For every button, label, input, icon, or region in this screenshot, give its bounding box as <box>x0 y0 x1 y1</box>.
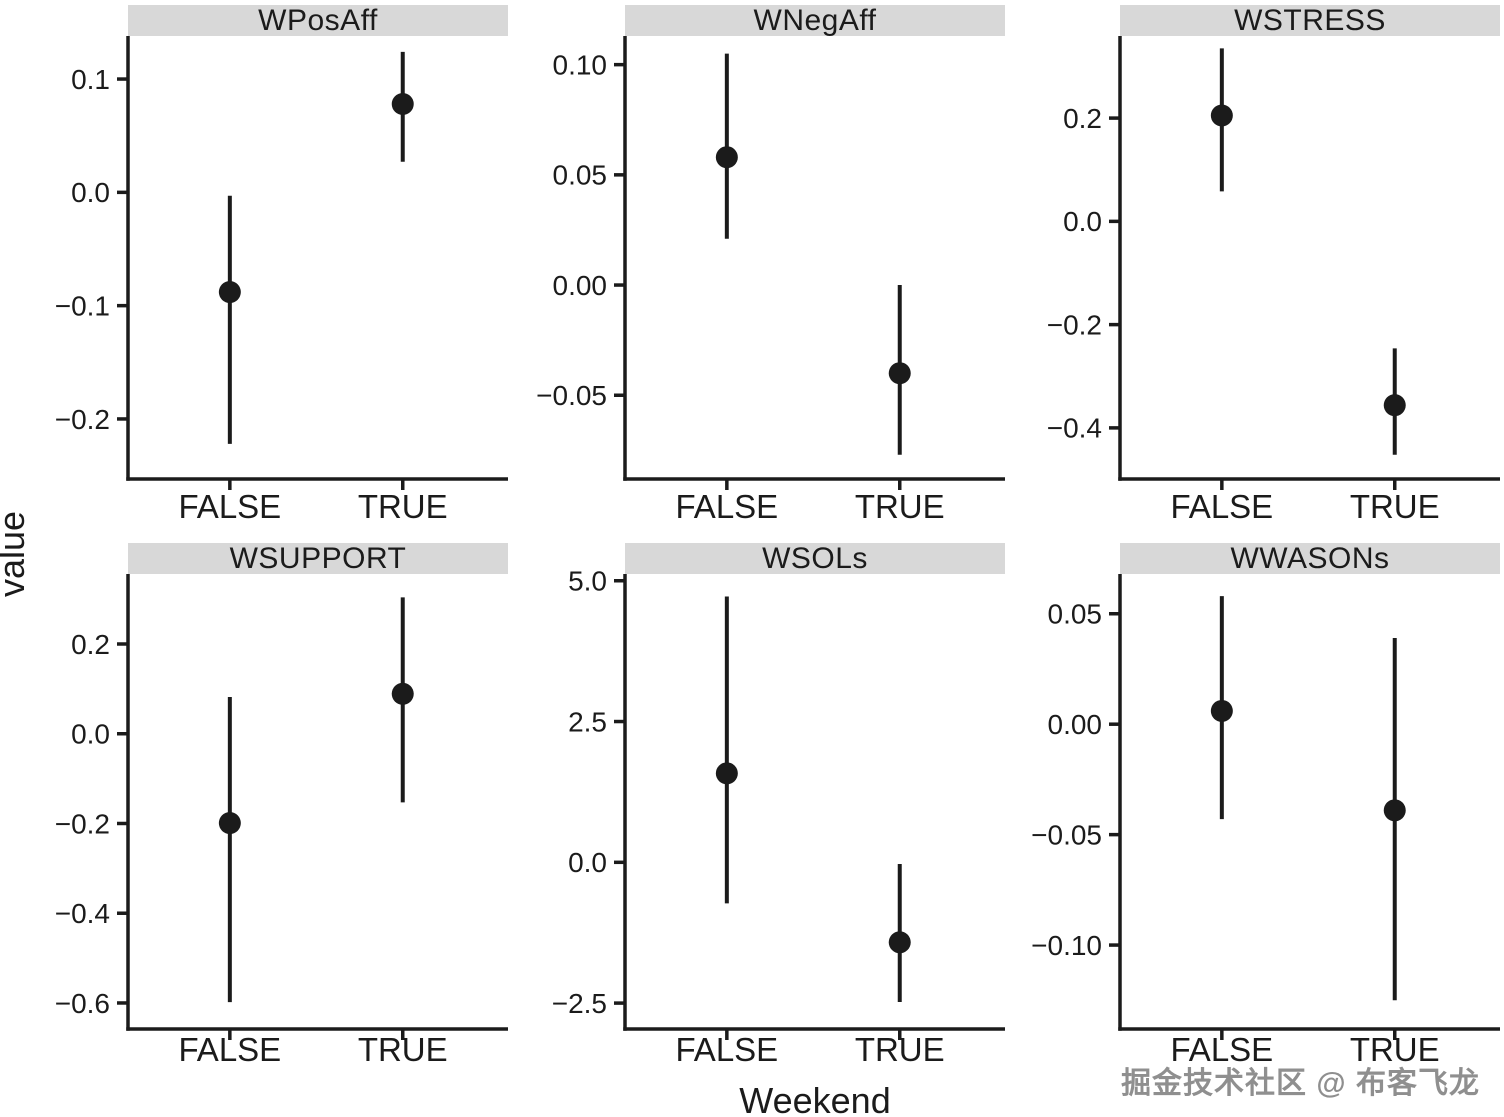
x-tick-label: TRUE <box>855 488 945 525</box>
y-tick-label: 0.0 <box>1063 206 1102 237</box>
facet-strip-WNegAff: WNegAff <box>625 5 1005 36</box>
y-tick-label: 0.00 <box>553 270 608 301</box>
x-tick-label: FALSE <box>178 1031 281 1068</box>
point-estimate <box>888 362 911 385</box>
facet-panel-WNegAff: 0.10 0.05 0.00 −0.05 FALSE TRUE <box>536 36 1005 525</box>
x-tick-label: FALSE <box>1170 488 1273 525</box>
y-tick-label: −0.2 <box>55 808 110 839</box>
x-tick-label: FALSE <box>1170 1031 1273 1068</box>
y-tick-label: −0.2 <box>55 404 110 435</box>
point-estimate <box>1383 799 1406 822</box>
x-tick-label: TRUE <box>855 1031 945 1068</box>
facet-panel-WPosAff: 0.1 0.0 −0.1 −0.2 FALSE TRUE <box>55 36 508 525</box>
x-tick-label: FALSE <box>675 488 778 525</box>
y-tick-label: 2.5 <box>568 706 607 737</box>
point-estimate <box>1210 104 1233 127</box>
facet-title: WNegAff <box>753 3 877 37</box>
facet-panel-WWASONs: 0.05 0.00 −0.05 −0.10 FALSE TRUE <box>1031 574 1500 1068</box>
y-tick-label: 0.2 <box>1063 103 1102 134</box>
facet-strip-WWASONs: WWASONs <box>1120 543 1500 574</box>
facet-title: WSOLs <box>762 541 868 575</box>
facet-title: WWASONs <box>1230 541 1390 575</box>
y-tick-label: −2.5 <box>552 988 607 1019</box>
point-estimate <box>715 762 738 785</box>
x-tick-label: TRUE <box>358 488 448 525</box>
facet-panel-WSOLs: 5.0 2.5 0.0 −2.5 FALSE TRUE <box>552 566 1005 1068</box>
y-tick-label: 0.0 <box>71 719 110 750</box>
x-tick-label: TRUE <box>358 1031 448 1068</box>
y-tick-label: 5.0 <box>568 566 607 597</box>
y-tick-label: −0.05 <box>536 380 607 411</box>
y-tick-label: 0.1 <box>71 64 110 95</box>
facet-strip-WSTRESS: WSTRESS <box>1120 5 1500 36</box>
point-estimate <box>1210 699 1233 722</box>
y-tick-label: −0.4 <box>55 898 110 929</box>
y-tick-label: 0.05 <box>1048 599 1103 630</box>
y-tick-label: −0.05 <box>1031 819 1102 850</box>
facet-title: WSUPPORT <box>229 541 407 575</box>
point-estimate <box>888 931 911 954</box>
y-tick-label: 0.05 <box>553 160 608 191</box>
y-tick-label: −0.1 <box>55 290 110 321</box>
y-tick-label: −0.2 <box>1047 309 1102 340</box>
x-axis-title: Weekend <box>739 1080 891 1117</box>
facet-strip-WSOLs: WSOLs <box>625 543 1005 574</box>
point-estimate <box>391 92 414 115</box>
x-tick-label: TRUE <box>1350 1031 1440 1068</box>
facet-strip-WPosAff: WPosAff <box>128 5 508 36</box>
point-estimate <box>218 281 241 304</box>
facet-title: WSTRESS <box>1234 3 1386 37</box>
y-tick-label: −0.6 <box>55 988 110 1019</box>
y-tick-label: 0.0 <box>568 847 607 878</box>
x-tick-label: FALSE <box>675 1031 778 1068</box>
facet-strip-WSUPPORT: WSUPPORT <box>128 543 508 574</box>
watermark-text: 掘金技术社区 @ 布客飞龙 <box>1121 1067 1480 1100</box>
facet-panel-WSUPPORT: 0.2 0.0 −0.2 −0.4 −0.6 FALSE TRUE <box>55 574 508 1068</box>
x-tick-label: TRUE <box>1350 488 1440 525</box>
point-estimate <box>715 146 738 169</box>
point-estimate <box>218 812 241 835</box>
y-tick-label: −0.4 <box>1047 413 1102 444</box>
y-tick-label: −0.10 <box>1031 930 1102 961</box>
y-tick-label: 0.0 <box>71 177 110 208</box>
y-tick-label: 0.00 <box>1048 709 1103 740</box>
y-tick-label: 0.10 <box>553 49 608 80</box>
point-estimate <box>1383 394 1406 417</box>
x-tick-label: FALSE <box>178 488 281 525</box>
point-estimate <box>391 682 414 705</box>
y-axis-title: value <box>0 510 32 598</box>
y-tick-label: 0.2 <box>71 629 110 660</box>
facet-panel-WSTRESS: 0.2 0.0 −0.2 −0.4 FALSE TRUE <box>1047 36 1500 525</box>
facet-title: WPosAff <box>258 3 378 37</box>
